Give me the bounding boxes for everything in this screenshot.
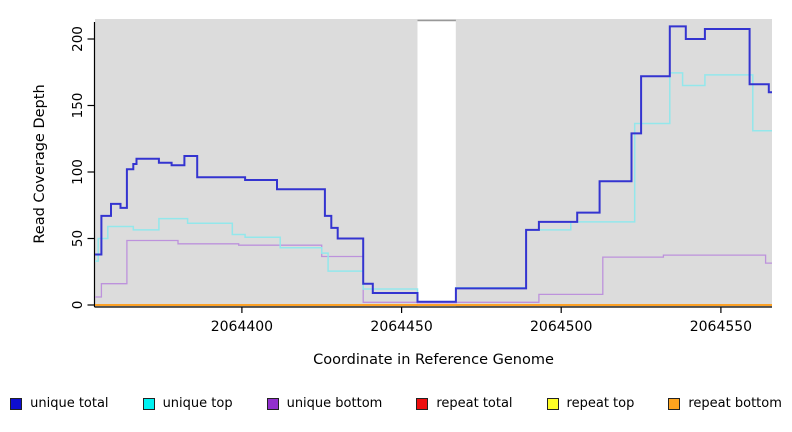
y-tick-label: 0	[70, 301, 86, 310]
y-tick-label: 50	[70, 230, 86, 247]
x-axis-title: Coordinate in Reference Genome	[313, 352, 554, 368]
chart-canvas: 0 50 100 150 200 2064400 2064450 2064500 2064550	[70, 19, 772, 335]
series-unique-total-line	[95, 25, 772, 303]
x-tick-label: 2064500	[530, 319, 592, 335]
legend-swatch-unique-top	[142, 397, 155, 410]
chart-legend: unique total unique top unique bottom repea…	[0, 396, 792, 411]
y-axis-title: Read Coverage Depth	[32, 84, 48, 244]
y-tick-label: 200	[70, 26, 86, 52]
chart-svg: 0 50 100 150 200 2064400 2064450 2064500 2064550	[70, 19, 772, 335]
legend-item-unique-top: unique top	[142, 396, 233, 411]
x-tick-label: 2064400	[211, 319, 273, 335]
legend-item-repeat-bottom: repeat bottom	[668, 396, 782, 411]
legend-swatch-repeat-total	[416, 397, 429, 410]
x-tick-label: 2064450	[370, 319, 432, 335]
legend-label-unique-bottom: unique bottom	[286, 396, 383, 411]
legend-item-repeat-top: repeat top	[546, 396, 635, 411]
series-unique-bottom-line	[95, 239, 772, 304]
legend-swatch-unique-bottom	[266, 397, 279, 410]
legend-label-repeat-total: repeat total	[436, 396, 513, 411]
y-tick-label: 100	[70, 159, 86, 185]
legend-item-repeat-total: repeat total	[416, 396, 513, 411]
legend-label-unique-total: unique total	[30, 396, 109, 411]
legend-label-repeat-top: repeat top	[566, 396, 635, 411]
legend-swatch-repeat-top	[546, 397, 559, 410]
legend-swatch-repeat-bottom	[668, 397, 681, 410]
legend-swatch-unique-total	[10, 397, 23, 410]
no-data-gap	[417, 20, 456, 307]
series-unique-top-line	[95, 72, 772, 303]
legend-item-unique-bottom: unique bottom	[266, 396, 383, 411]
legend-label-unique-top: unique top	[162, 396, 233, 411]
y-tick-label: 150	[70, 93, 86, 119]
x-tick-label: 2064550	[690, 319, 752, 335]
legend-item-unique-total: unique total	[10, 396, 109, 411]
legend-label-repeat-bottom: repeat bottom	[688, 396, 782, 411]
